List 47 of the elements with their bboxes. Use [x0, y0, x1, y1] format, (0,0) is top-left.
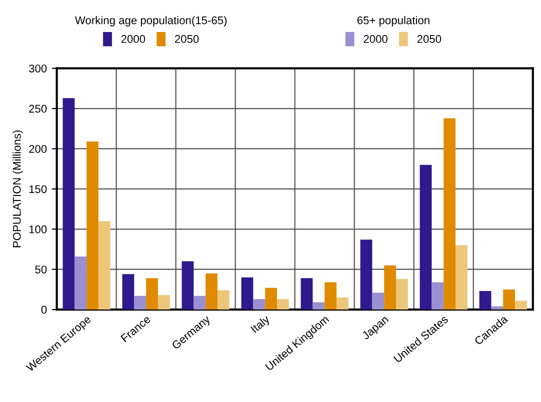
bar — [276, 299, 289, 310]
bar — [324, 282, 336, 310]
bar — [396, 278, 408, 310]
y-tick-label: 200 — [29, 145, 47, 153]
bar — [182, 261, 194, 310]
bar — [241, 277, 254, 310]
bar — [194, 296, 206, 310]
bar — [432, 282, 444, 310]
y-axis-title: POPULATION (Millions) — [12, 130, 23, 248]
bar — [491, 306, 504, 310]
bar — [503, 289, 516, 310]
bar — [444, 118, 456, 310]
bar — [253, 299, 266, 310]
legend-label: 2050 — [417, 35, 442, 43]
bar — [217, 290, 230, 310]
y-tick-label: 50 — [35, 266, 47, 274]
y-tick-label: 300 — [28, 64, 47, 72]
bar — [384, 265, 396, 310]
bar — [420, 164, 432, 310]
y-tick-label: 150 — [29, 185, 47, 194]
bar — [86, 142, 98, 310]
legend-label: 2050 — [174, 35, 199, 43]
bar — [265, 288, 277, 310]
bar — [98, 221, 110, 310]
bar — [479, 291, 492, 310]
bar — [300, 278, 313, 310]
y-tick-label: 100 — [29, 225, 47, 234]
y-tick-label: 250 — [29, 104, 47, 113]
bar — [456, 245, 468, 310]
bar — [62, 98, 75, 310]
bar — [158, 295, 170, 310]
bar — [122, 274, 134, 310]
bar — [336, 297, 348, 310]
text: 65+ population — [357, 16, 430, 26]
text: Working age population(15-65) — [74, 16, 227, 26]
bar — [74, 256, 87, 310]
bar — [134, 296, 146, 310]
bar — [372, 292, 384, 310]
x-tick-label: Italy — [250, 314, 272, 335]
legend-label: 2000 — [121, 35, 146, 43]
bar — [206, 273, 218, 310]
bar — [360, 240, 372, 310]
bar — [146, 278, 158, 310]
legend-label: 2000 — [364, 35, 388, 43]
y-tick-label: 0 — [41, 306, 47, 314]
bar — [312, 302, 325, 310]
bar — [515, 300, 527, 310]
